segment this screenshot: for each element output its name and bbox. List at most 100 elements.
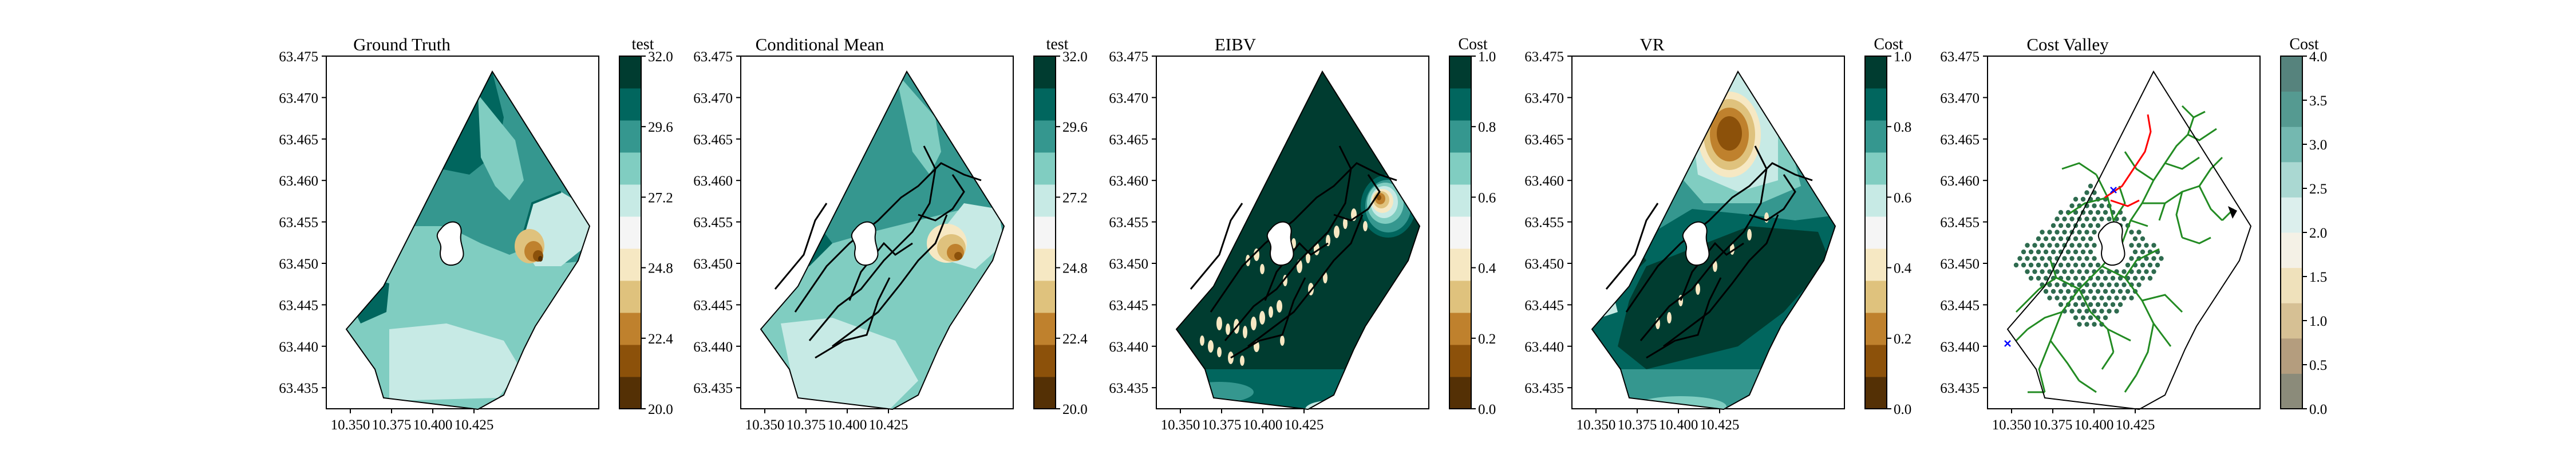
x-tick-label: 10.400 [2075, 417, 2114, 433]
sample-dot [2058, 210, 2064, 215]
colorbar-band [1034, 184, 1056, 217]
colorbar-band [1865, 88, 1887, 121]
y-tick-label: 63.460 [693, 173, 733, 189]
x-tick-label: 10.425 [1700, 417, 1740, 433]
colorbar-band [2281, 161, 2302, 198]
colorbar-band [619, 313, 641, 345]
y-tick-label: 63.445 [1940, 298, 1980, 313]
sample-dot [2036, 262, 2041, 268]
sample-dot [2080, 315, 2086, 321]
sample-dot [2036, 275, 2041, 281]
x-tick-label: 10.375 [787, 417, 826, 433]
y-tick-label: 63.460 [279, 173, 318, 189]
sample-dot [2084, 243, 2089, 248]
colorbar-band [1865, 345, 1887, 377]
colorbar-band [1449, 184, 1471, 217]
sample-dot [2040, 256, 2045, 261]
colorbar-band [2281, 232, 2302, 269]
colorbar-tick-label: 0.8 [1478, 120, 1496, 135]
panel-eibv: EIBV [1156, 34, 1429, 410]
sample-dot [2121, 282, 2127, 287]
sample-dot [2043, 249, 2049, 255]
sample-dot [2095, 210, 2101, 215]
x-tick-label: 10.375 [1618, 417, 1657, 433]
colorbar-band [1034, 56, 1056, 89]
y-tick-label: 63.475 [693, 49, 733, 65]
colorbar-tick-label: 0.6 [1478, 190, 1496, 206]
y-tick-label: 63.440 [1940, 339, 1980, 355]
y-tick-label: 63.470 [279, 90, 318, 106]
y-tick-label: 63.450 [279, 256, 318, 272]
sample-dot [2073, 302, 2079, 307]
colorbar-band [1449, 313, 1471, 345]
sample-dot [2077, 309, 2082, 314]
colorbar-tick-label: 0.4 [1894, 261, 1912, 277]
x-tick-label: 10.425 [869, 417, 908, 433]
sample-dot [2084, 269, 2089, 274]
sample-dot [2080, 302, 2086, 307]
sample-dot [2103, 210, 2108, 215]
sample-dot [2088, 249, 2093, 255]
sample-dot [2058, 289, 2064, 294]
colorbar-tick-label: 20.0 [1062, 402, 1088, 417]
colorbar-band [1034, 377, 1056, 409]
x-tick-label: 10.400 [1243, 417, 1283, 433]
sample-dot [2021, 249, 2026, 255]
plot-area [1571, 56, 1845, 410]
colorbar-band [1865, 56, 1887, 89]
x-tick-label: 10.400 [1659, 417, 1698, 433]
axes-2: 63.475 63.470 63.465 63.460 63.455 63.450 63.4… [693, 49, 908, 433]
sample-dot [2140, 262, 2146, 268]
sample-dot [2062, 295, 2067, 301]
colorbar-band [1449, 345, 1471, 377]
sample-dot [2129, 295, 2134, 301]
colorbar-band [2281, 267, 2302, 303]
y-tick-label: 63.440 [1109, 339, 1148, 355]
sample-dot [2069, 269, 2075, 274]
sample-dot [2088, 262, 2093, 268]
sample-dot [2058, 236, 2064, 242]
colorbar-tick-label: 0.5 [2309, 358, 2327, 373]
colorbar-band [1449, 248, 1471, 281]
sample-dot [2121, 295, 2127, 301]
y-tick-label: 63.475 [1940, 49, 1980, 65]
colorbar-band [1034, 216, 1056, 249]
sample-dot [2095, 302, 2101, 307]
plot-area [740, 56, 1014, 410]
colorbar-band [2281, 338, 2302, 374]
sample-dot [2077, 230, 2082, 235]
colorbar-band [1449, 377, 1471, 409]
sample-dot [2013, 262, 2019, 268]
colorbar-label: test [1046, 35, 1069, 53]
sample-dot [2058, 262, 2064, 268]
colorbar-band [1865, 152, 1887, 185]
colorbar-tick-label: 1.5 [2309, 270, 2327, 285]
colorbar-tick-label: 22.4 [648, 331, 673, 347]
y-tick-label: 63.435 [1524, 381, 1564, 396]
colorbar-tick-label: 2.0 [2309, 226, 2327, 241]
y-tick-label: 63.440 [279, 339, 318, 355]
colorbar-tick-label: 27.2 [648, 190, 673, 206]
colorbar-band [619, 120, 641, 153]
sample-dot [2144, 269, 2149, 274]
colorbar-band [2281, 373, 2302, 409]
sample-dot [2077, 269, 2082, 274]
x-tick-label: 10.375 [372, 417, 412, 433]
sample-dot [2084, 322, 2089, 327]
y-tick-label: 63.440 [693, 339, 733, 355]
planned-route [2104, 114, 2152, 207]
y-tick-label: 63.465 [279, 132, 318, 148]
colorbar-band [1034, 281, 1056, 313]
sample-dot [2103, 315, 2108, 321]
colorbar-band [1865, 248, 1887, 281]
sample-dot [2047, 243, 2052, 248]
sample-dot [2080, 275, 2086, 281]
sample-dot [2073, 249, 2079, 255]
colorbar-band [2281, 91, 2302, 127]
colorbar-band [619, 56, 641, 89]
colorbar-label: Cost [1458, 35, 1488, 53]
sample-dot [2092, 309, 2097, 314]
